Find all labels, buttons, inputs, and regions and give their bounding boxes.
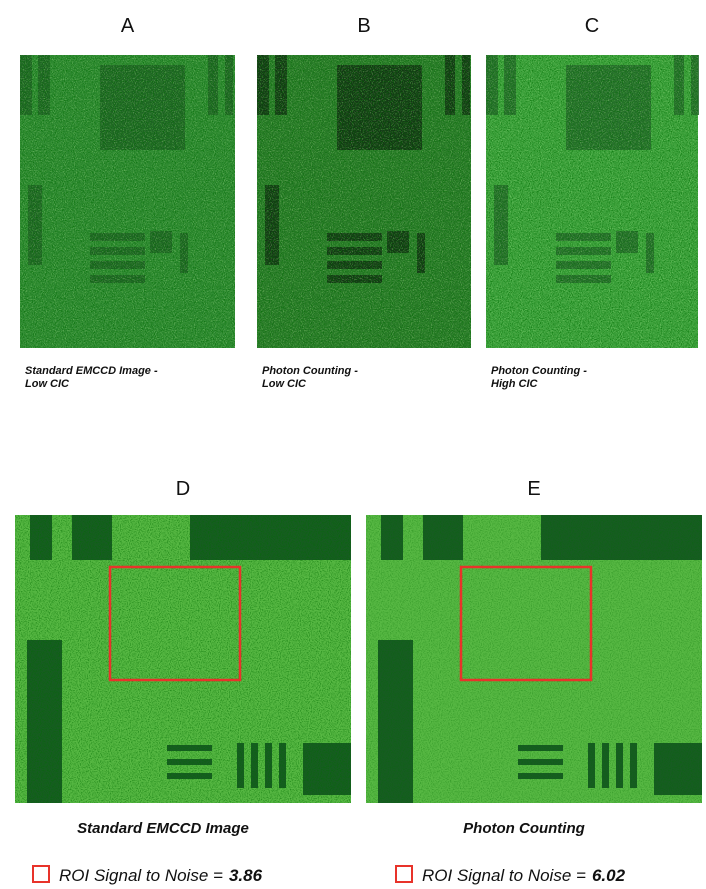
panel-caption: Low CIC: [262, 378, 307, 390]
panel-caption: High CIC: [491, 378, 538, 390]
panel-letter: E: [527, 478, 540, 500]
noise: [486, 55, 698, 348]
roi-value: 3.86: [229, 866, 263, 885]
panel-caption: Standard EMCCD Image: [77, 820, 249, 837]
roi-legend-box: [33, 866, 49, 882]
panel-letter: B: [357, 15, 370, 37]
panel: [15, 515, 351, 803]
roi-label: ROI Signal to Noise =: [422, 866, 586, 885]
roi-text: ROI Signal to Noise = 3.86: [59, 866, 263, 885]
panel-caption: Photon Counting: [463, 820, 585, 837]
roi-label: ROI Signal to Noise =: [59, 866, 223, 885]
panel: [486, 55, 699, 348]
panel-letter: A: [121, 15, 135, 37]
panel: [20, 55, 235, 348]
roi-text: ROI Signal to Noise = 6.02: [422, 866, 626, 885]
noise: [257, 55, 471, 348]
noise: [20, 55, 235, 348]
panel-letter: D: [176, 478, 190, 500]
noise: [15, 515, 351, 803]
panel-caption: Low CIC: [25, 378, 70, 390]
figure: AStandard EMCCD Image -Low CICBPhoton Co…: [0, 0, 706, 889]
panel-caption: Photon Counting -: [262, 365, 358, 377]
panel-caption: Standard EMCCD Image -: [25, 365, 158, 377]
panel: [257, 55, 471, 348]
panel-caption: Photon Counting -: [491, 365, 587, 377]
panel-letter: C: [585, 15, 599, 37]
noise: [366, 515, 702, 803]
roi-legend-box: [396, 866, 412, 882]
roi-value: 6.02: [592, 866, 626, 885]
panel: [366, 515, 702, 803]
